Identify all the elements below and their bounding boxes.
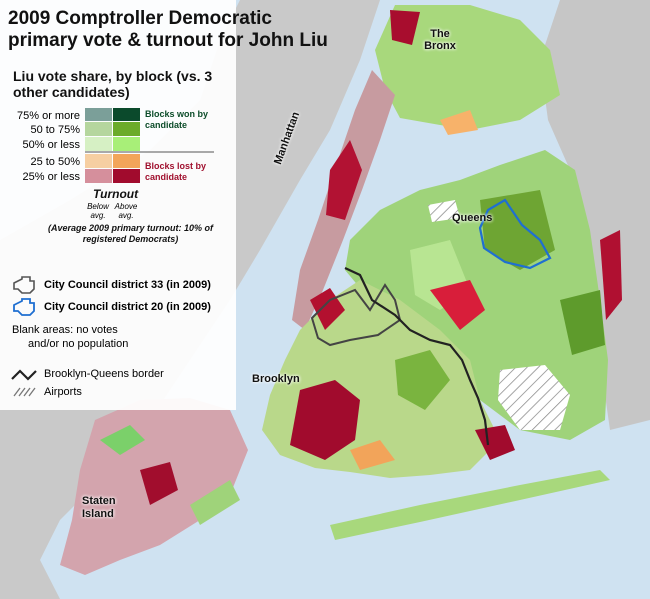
- airports-label: Airports: [44, 386, 82, 398]
- district-33-outline: [310, 283, 402, 347]
- swatch-lost-25-above: [113, 154, 140, 168]
- swatch-won-le50-above: [113, 137, 140, 151]
- vote-patch: [600, 230, 622, 320]
- vote-patch: [475, 425, 515, 460]
- vote-patch: [326, 140, 362, 220]
- vote-patch: [350, 440, 395, 470]
- swatch-won-75-below: [85, 108, 112, 121]
- brooklyn-queens-border: [344, 267, 490, 446]
- district-20-label: City Council district 20 (in 2009): [44, 301, 211, 313]
- legend-panel: [0, 0, 236, 410]
- vote-patch: [480, 190, 555, 270]
- queens-label: Queens: [452, 212, 493, 224]
- vote-patch: [440, 110, 478, 135]
- district-33-legend-icon: [13, 276, 35, 294]
- rockaway-land: [330, 470, 610, 540]
- blank-note-line1: Blank areas: no votes: [12, 324, 118, 336]
- vote-patch: [390, 10, 420, 45]
- vote-patch: [290, 380, 360, 460]
- airport-jfk: [498, 365, 570, 430]
- swatch-won-le50-below: [85, 137, 112, 151]
- legend-row-50-less: 50% or less: [22, 139, 80, 151]
- bronx-label: The Bronx: [424, 28, 456, 52]
- turnout-title: Turnout: [93, 187, 139, 201]
- avg-turnout-note: (Average 2009 primary turnout: 10% of re…: [47, 223, 214, 244]
- district-20-outline: [478, 198, 552, 270]
- swatch-lost-le25-above: [113, 169, 140, 183]
- swatch-lost-le25-below: [85, 169, 112, 183]
- swatch-won-75-above: [113, 108, 140, 121]
- legend-row-25-50: 25 to 50%: [30, 156, 80, 168]
- airport-laguardia: [428, 200, 460, 222]
- vote-patch: [190, 480, 240, 525]
- vote-patch: [140, 462, 178, 505]
- border-legend-icon: [11, 369, 37, 381]
- brooklyn-label: Brooklyn: [252, 373, 300, 385]
- bronx-land: [375, 5, 560, 130]
- legend-row-50-75: 50 to 75%: [30, 124, 80, 136]
- vote-patch: [560, 290, 605, 355]
- vote-patch: [430, 280, 485, 330]
- turnout-above-label: Above avg.: [114, 202, 138, 220]
- swatch-lost-25-below: [85, 154, 112, 168]
- legend-won-label: Blocks won by candidate: [145, 109, 209, 130]
- blank-note-line2: and/or no population: [28, 338, 129, 350]
- legend-row-25-less: 25% or less: [22, 171, 80, 183]
- map-subtitle: Liu vote share, by block (vs. 3 other ca…: [13, 68, 213, 100]
- legend-row-75-more: 75% or more: [17, 110, 80, 122]
- turnout-below-label: Below avg.: [87, 202, 109, 220]
- swatch-won-50-below: [85, 122, 112, 136]
- border-label: Brooklyn-Queens border: [44, 368, 164, 380]
- district-33-label: City Council district 33 (in 2009): [44, 279, 211, 291]
- vote-patch: [395, 350, 450, 410]
- staten-island-label: Staten Island: [82, 495, 116, 520]
- district-20-legend-icon: [13, 298, 35, 316]
- swatch-won-50-above: [113, 122, 140, 136]
- vote-patch: [100, 425, 145, 455]
- airport-legend-icon: [13, 387, 36, 397]
- legend-lost-label: Blocks lost by candidate: [145, 161, 207, 182]
- nassau-land: [540, 0, 650, 430]
- map-title: 2009 Comptroller Democratic primary vote…: [8, 8, 328, 51]
